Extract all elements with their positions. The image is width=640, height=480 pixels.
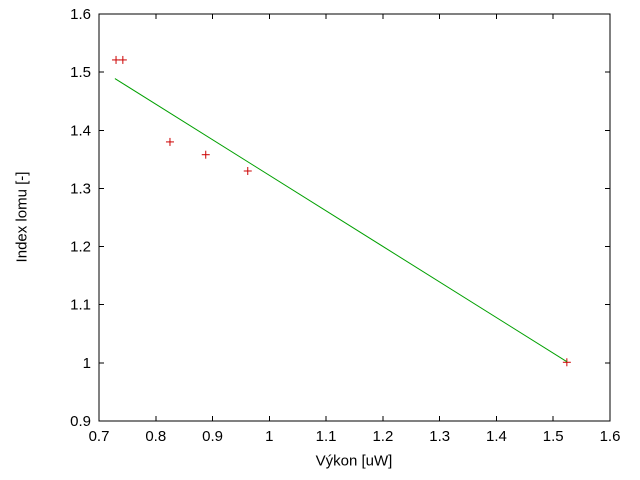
plot-border xyxy=(98,13,611,422)
y-tick-label: 1.2 xyxy=(70,239,91,256)
x-tick-label: 1.2 xyxy=(372,428,393,445)
x-tick-label: 0.7 xyxy=(89,428,110,445)
x-tick-label: 1 xyxy=(265,428,273,445)
y-axis-title: Index lomu [-] xyxy=(13,171,31,263)
x-tick-label: 1.4 xyxy=(486,428,507,445)
x-tick-label: 0.9 xyxy=(202,428,223,445)
fit-line xyxy=(114,78,568,363)
y-tick-label: 1.4 xyxy=(70,122,91,139)
y-tick-label: 1.5 xyxy=(70,64,91,81)
x-tick-label: 1.3 xyxy=(429,428,450,445)
x-tick-label: 1.5 xyxy=(543,428,564,445)
x-tick-label: 1.1 xyxy=(316,428,337,445)
y-tick-label: 0.9 xyxy=(70,413,91,430)
x-axis-title: Výkon [uW] xyxy=(315,452,393,470)
x-tick-label: 0.8 xyxy=(145,428,166,445)
y-tick-label: 1.6 xyxy=(70,6,91,23)
y-tick-label: 1.1 xyxy=(70,297,91,314)
y-tick-label: 1.3 xyxy=(70,180,91,197)
y-tick-label: 1 xyxy=(83,355,91,372)
x-tick-label: 1.6 xyxy=(600,428,621,445)
